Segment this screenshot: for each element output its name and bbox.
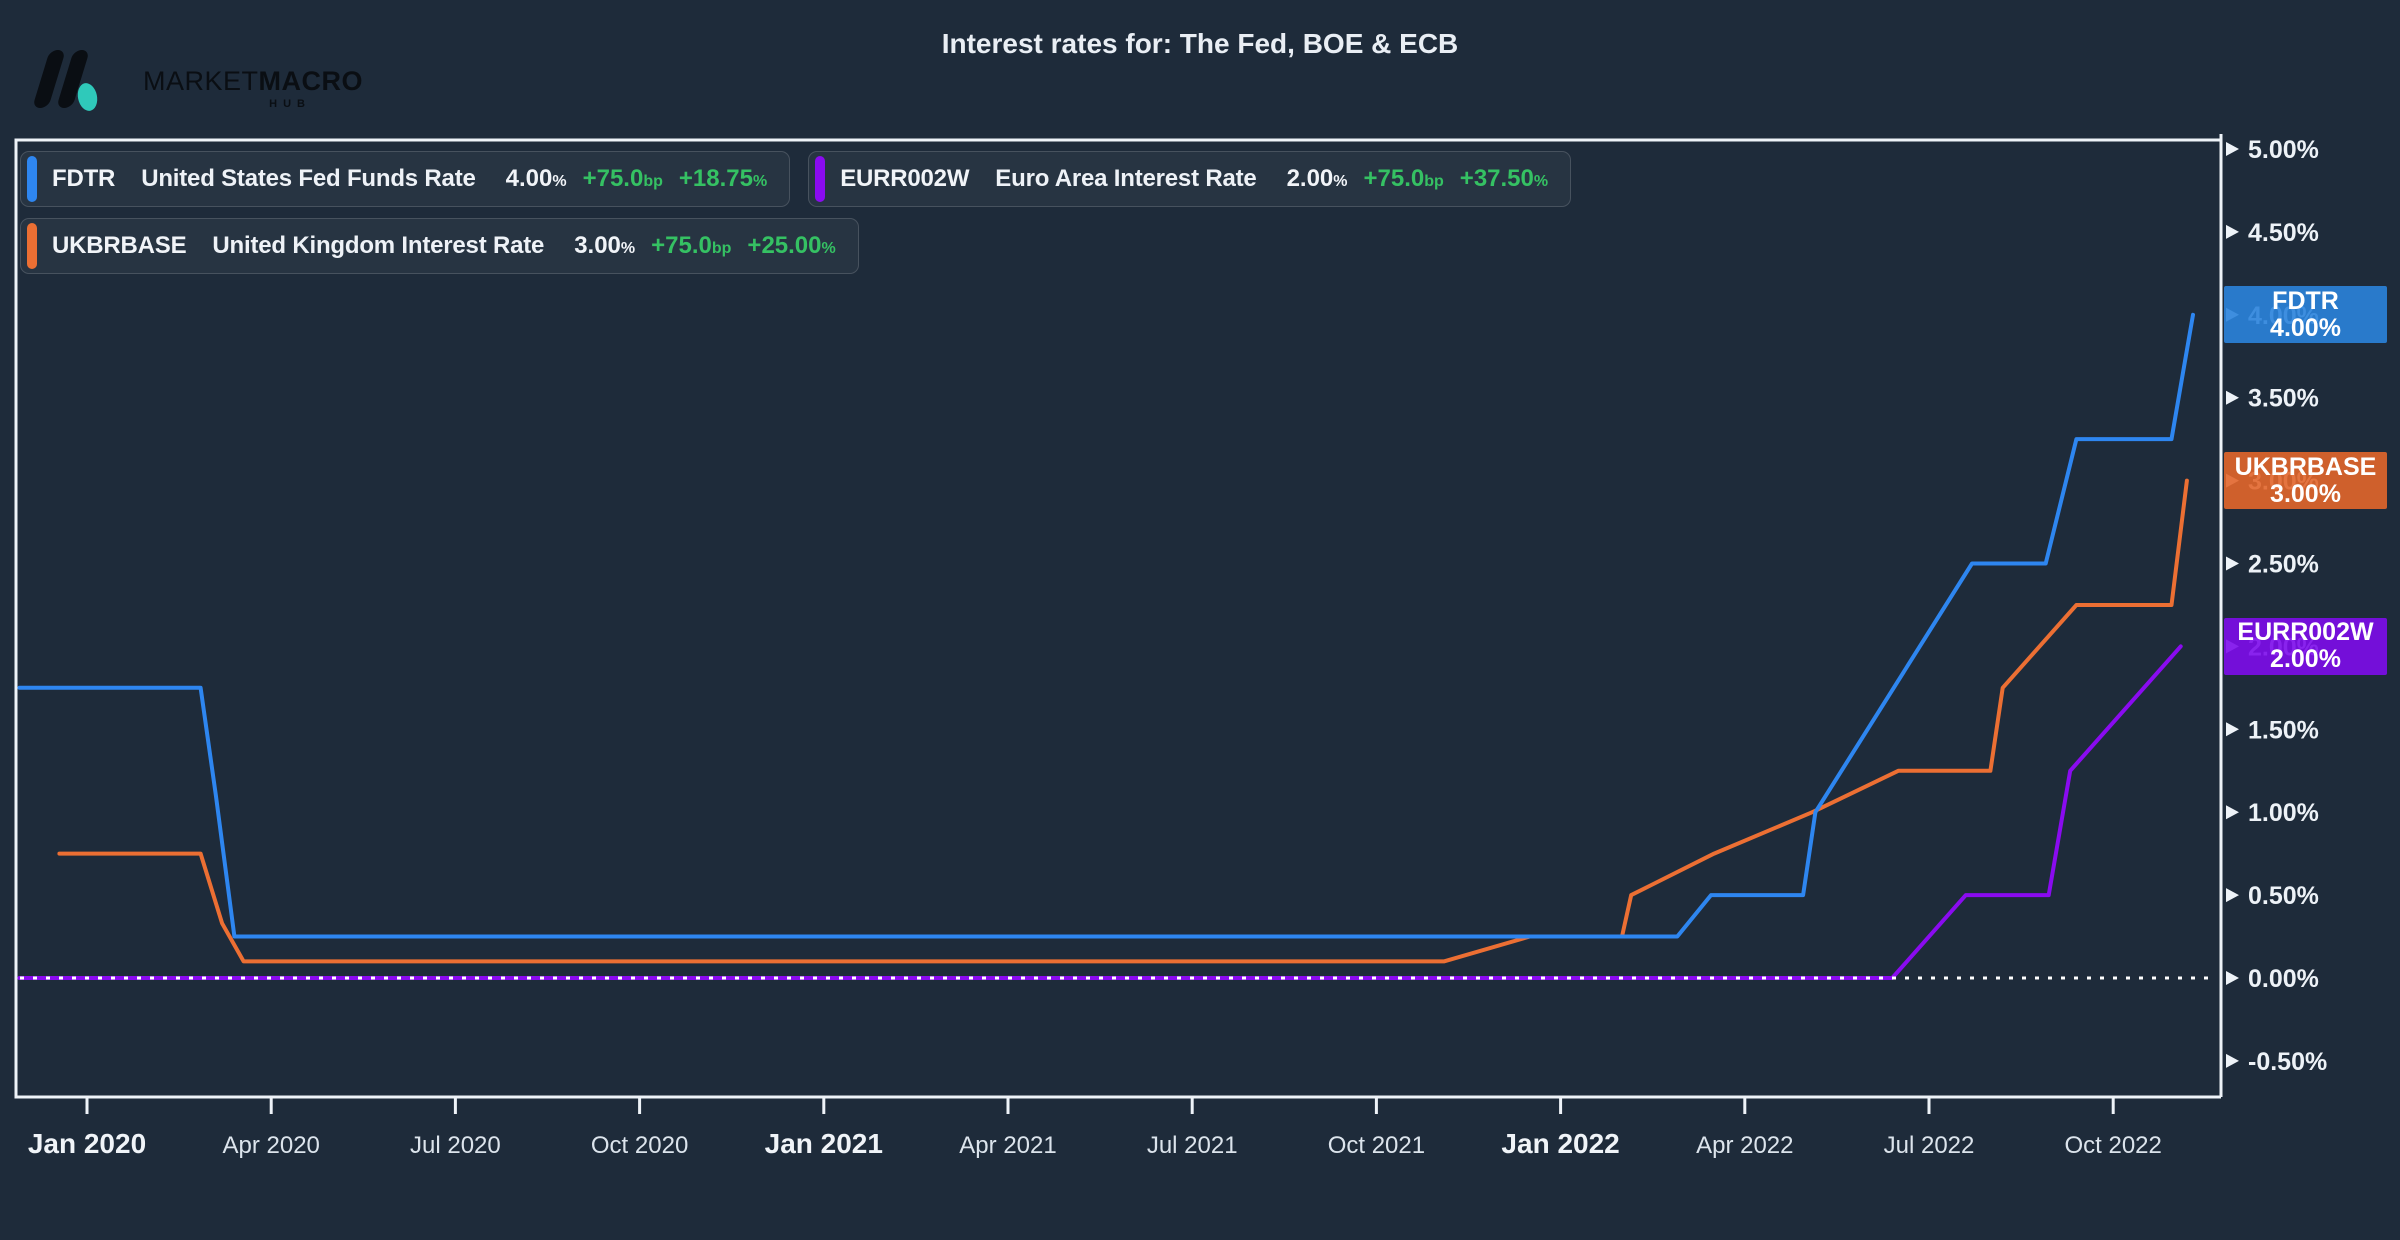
legend-ticker: FDTR	[52, 165, 116, 192]
y-axis-label: 0.50%	[2248, 882, 2319, 910]
x-axis-label: Jul 2020	[410, 1132, 501, 1159]
x-axis-label: Jan 2021	[765, 1128, 883, 1159]
legend-change-pct: +18.75%	[678, 165, 768, 192]
legend-name: United Kingdom Interest Rate	[212, 232, 545, 259]
ukbrbase-price-badge: UKBRBASE 3.00%	[2224, 452, 2387, 510]
fdtr-price-badge: FDTR 4.00%	[2224, 286, 2387, 344]
x-axis-label: Jan 2020	[28, 1128, 146, 1159]
x-axis-label: Jul 2022	[1884, 1132, 1975, 1159]
y-tick-arrow-icon	[2226, 390, 2239, 405]
legend-value: 2.00%	[1286, 165, 1348, 192]
badge-value: 4.00%	[2270, 313, 2341, 342]
legend-change-bp: +75.0bp	[651, 232, 732, 259]
x-axis-label: Oct 2021	[1328, 1132, 1425, 1159]
y-tick-arrow-icon	[2226, 1053, 2239, 1068]
plot-border	[14, 138, 2221, 1099]
ukbrbase-line-series	[57, 478, 2189, 964]
x-axis-label: Oct 2020	[591, 1132, 688, 1159]
page-title: Interest rates for: The Fed, BOE & ECB	[941, 28, 1459, 59]
y-tick-arrow-icon	[2226, 888, 2239, 903]
y-axis-label: 3.50%	[2248, 385, 2319, 413]
legend-name: United States Fed Funds Rate	[141, 165, 476, 192]
fdtr-line-series	[17, 312, 2195, 939]
legend: FDTR United States Fed Funds Rate 4.00% …	[20, 151, 1720, 285]
x-axis-label: Apr 2022	[1696, 1132, 1793, 1159]
y-tick-arrow-icon	[2226, 805, 2239, 820]
y-tick-arrow-icon	[2226, 142, 2239, 156]
logo: MARKETMACRO HUB	[32, 26, 513, 121]
brand-sub: HUB	[269, 98, 311, 110]
y-axis-label: 5.00%	[2248, 136, 2319, 164]
x-axis-label: Apr 2020	[222, 1132, 319, 1159]
legend-change-pct: +37.50%	[1459, 165, 1549, 192]
legend-pill-eurr002w[interactable]: EURR002W Euro Area Interest Rate 2.00% +…	[808, 151, 1572, 207]
legend-ticker: UKBRBASE	[52, 232, 187, 259]
legend-value: 3.00%	[574, 232, 636, 259]
badge-ticker: EURR002W	[2237, 618, 2374, 647]
badge-ticker: FDTR	[2272, 286, 2339, 315]
y-axis-label: 2.50%	[2248, 551, 2319, 579]
legend-pill-fdtr[interactable]: FDTR United States Fed Funds Rate 4.00% …	[20, 151, 791, 207]
legend-value: 4.00%	[505, 165, 567, 192]
header: MARKETMACRO HUB Interest rates for: The …	[0, 0, 2400, 140]
x-axis-label: Oct 2022	[2064, 1132, 2161, 1159]
ukbrbase-accent-bar	[27, 223, 37, 269]
fdtr-accent-bar	[27, 156, 37, 202]
badge-ticker: UKBRBASE	[2234, 452, 2377, 481]
legend-pill-ukbrbase[interactable]: UKBRBASE United Kingdom Interest Rate 3.…	[20, 218, 859, 274]
brand-secondary: MACRO	[258, 66, 364, 96]
y-axis-label: 0.00%	[2248, 965, 2319, 993]
y-axis-label: 1.00%	[2248, 799, 2319, 827]
legend-change-pct: +25.00%	[747, 232, 836, 259]
eurr002w-accent-bar	[815, 156, 826, 202]
logo-text: MARKETMACRO HUB	[143, 66, 363, 110]
eurr002w-line-series	[17, 644, 2183, 980]
y-tick-arrow-icon	[2226, 722, 2239, 737]
legend-ticker: EURR002W	[840, 165, 970, 192]
legend-name: Euro Area Interest Rate	[995, 165, 1257, 192]
y-tick-arrow-icon	[2226, 971, 2239, 985]
y-tick-arrow-icon	[2226, 224, 2239, 239]
y-axis-label: 4.50%	[2248, 219, 2319, 247]
brand-primary: MARKET	[143, 66, 259, 96]
badge-value: 3.00%	[2270, 479, 2341, 508]
y-tick-arrow-icon	[2226, 556, 2239, 571]
legend-change-bp: +75.0bp	[1363, 165, 1444, 192]
y-axis-label: -0.50%	[2248, 1048, 2327, 1076]
x-axis-label: Jan 2022	[1501, 1128, 1619, 1159]
x-axis-label: Jul 2021	[1147, 1132, 1238, 1159]
y-axis-label: 1.50%	[2248, 716, 2319, 744]
eurr002w-price-badge: EURR002W 2.00%	[2224, 617, 2387, 675]
badge-value: 2.00%	[2270, 645, 2341, 674]
x-axis-label: Apr 2021	[959, 1132, 1056, 1159]
legend-change-bp: +75.0bp	[582, 165, 663, 192]
